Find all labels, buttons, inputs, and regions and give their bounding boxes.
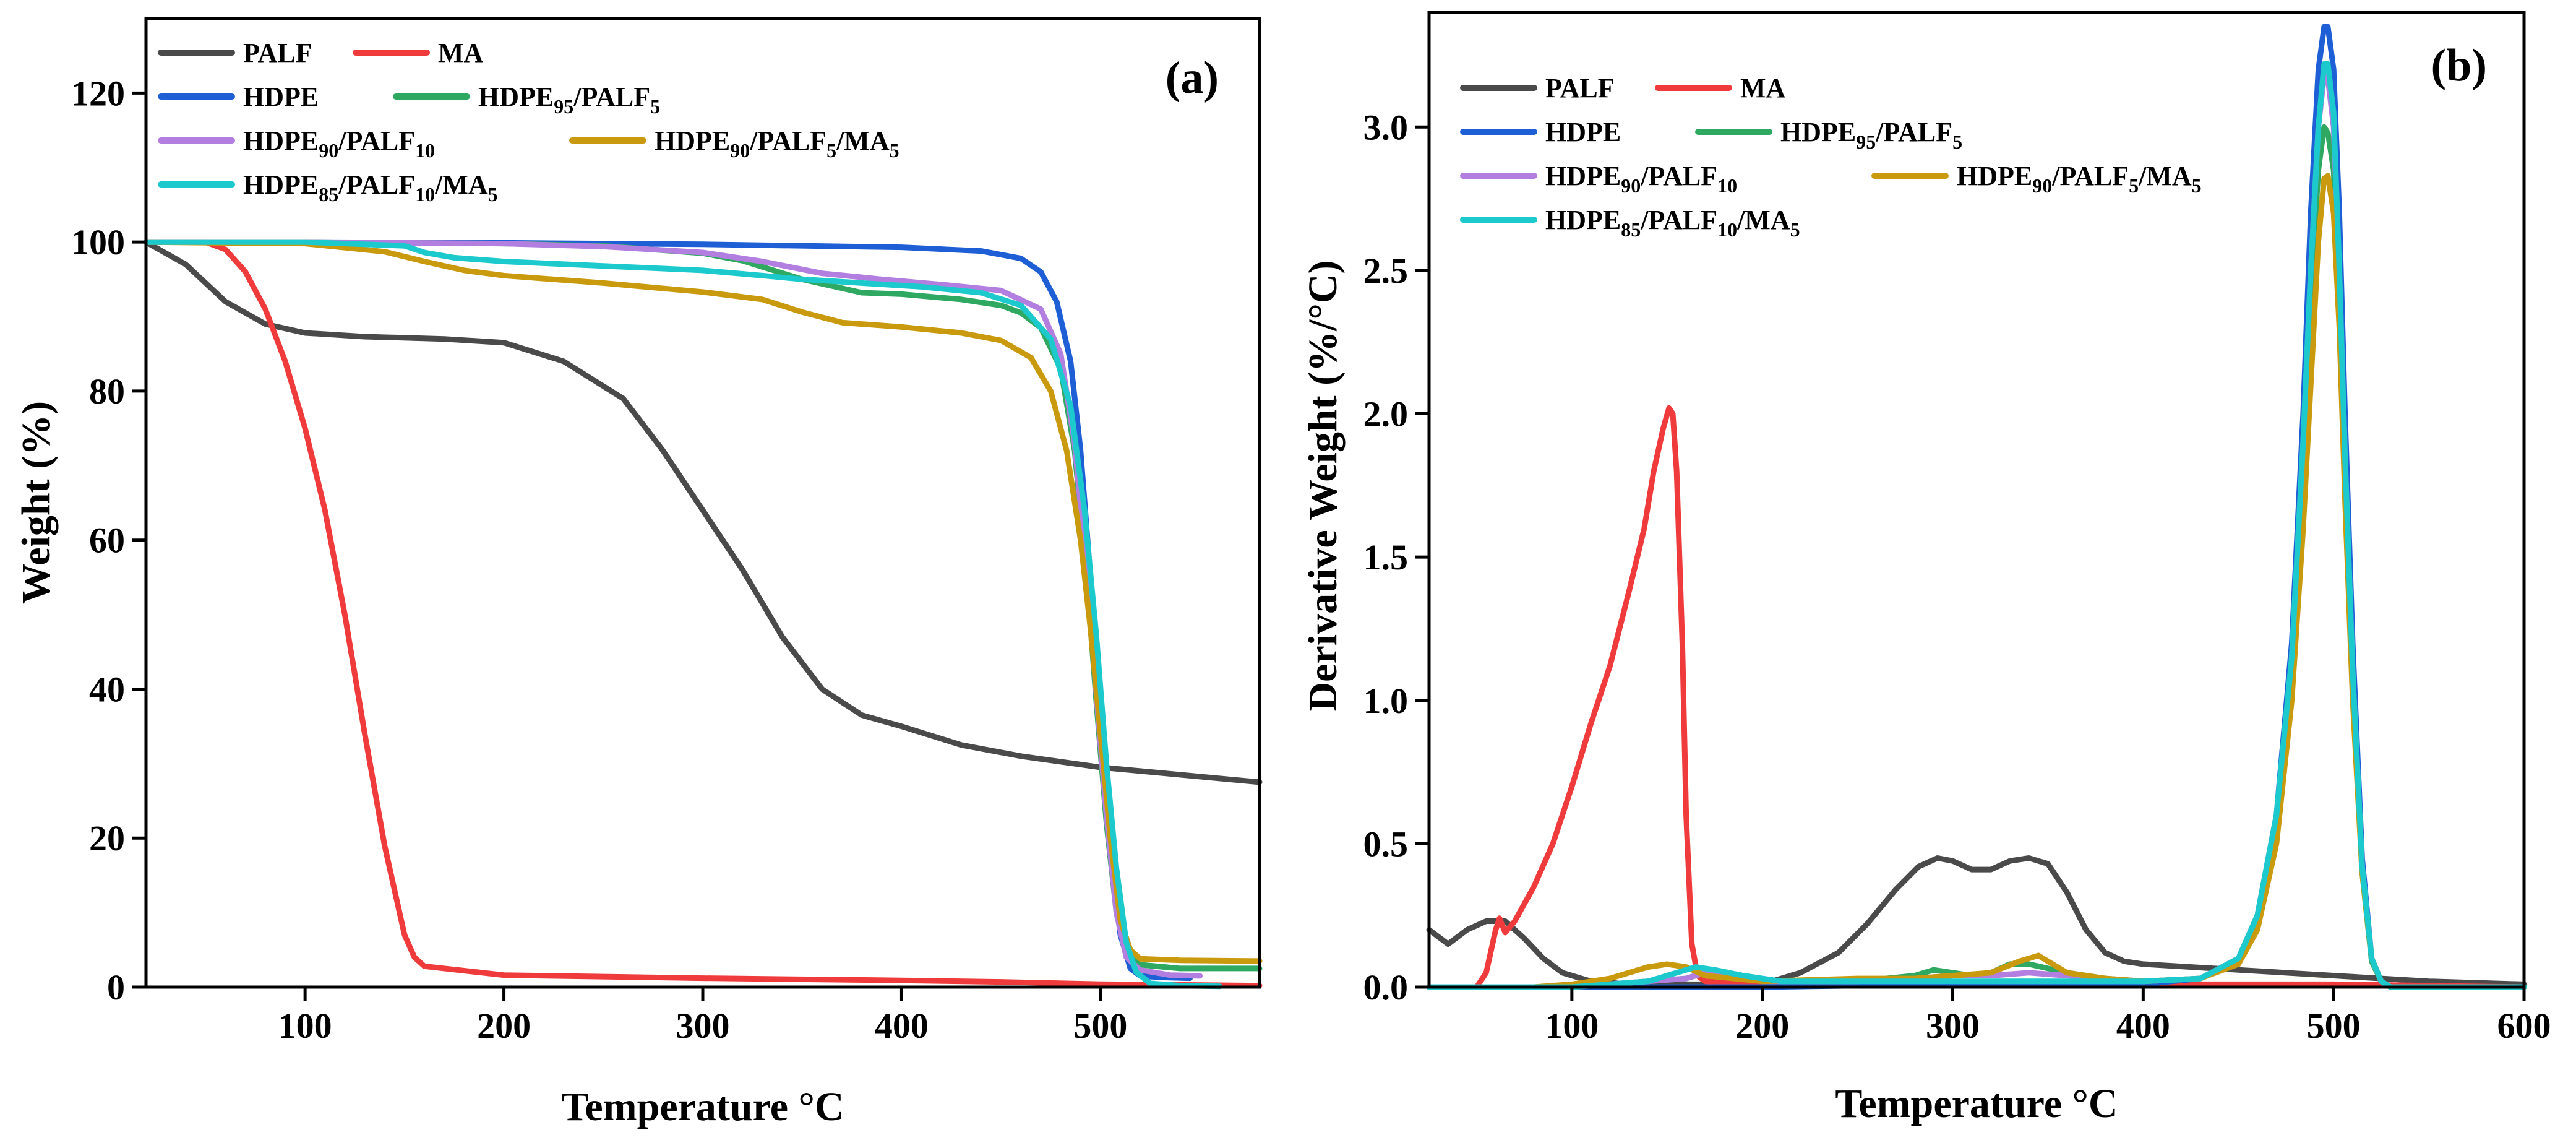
legend-item-palf: PALF <box>1460 73 1615 103</box>
series-line-hdpe85-palf10-ma5 <box>1426 61 2527 990</box>
panel-a-ticks: 100 200 300 400 500 0 20 40 60 80 100 120 <box>71 73 1127 1046</box>
y-tick-label: 20 <box>89 818 125 858</box>
legend-label: MA <box>1740 73 1786 103</box>
series-line-ma <box>1426 405 2527 990</box>
x-tick-label: 100 <box>278 1006 332 1046</box>
legend-label: HDPE90/PALF5/MA5 <box>655 126 899 162</box>
panel-a-series-group <box>143 239 1263 990</box>
panel-b-ticks: 100 200 300 400 500 600 0.0 0.5 1.0 1.5 2.0 2.5 3.0 <box>1363 107 2551 1046</box>
series-line-hdpe85-palf10-ma5 <box>143 239 1223 990</box>
series-line-hdpe90-palf10 <box>143 239 1203 979</box>
panel-b-derivative-chart: 100 200 300 400 500 6000.00.51.01.52.02.53.0 … <box>1300 11 2551 1126</box>
legend-label: HDPE85/PALF10/MA5 <box>243 170 498 205</box>
legend-label: PALF <box>243 38 312 68</box>
legend-item-hdpe90-palf10: HDPE90/PALF10 <box>1460 161 1737 197</box>
legend-label: HDPE90/PALF5/MA5 <box>1957 161 2202 197</box>
legend-label: HDPE95/PALF5 <box>478 82 660 118</box>
legend-item-hdpe95-palf5: HDPE95/PALF5 <box>1695 117 1962 153</box>
series-line-ma <box>143 239 1263 989</box>
legend-label: MA <box>438 38 484 68</box>
x-tick-label: 500 <box>1073 1006 1127 1046</box>
panel-a-legend: PALF MA HDPE HDPE95/PALF5 HDPE90/PALF10 HDPE9… <box>158 38 899 205</box>
panel-b-label: (b) <box>2431 40 2487 91</box>
y-tick-label: 3.0 <box>1363 107 1409 147</box>
y-tick-label: 100 <box>71 222 125 262</box>
y-tick-label: 40 <box>89 669 125 709</box>
legend-label: HDPE95/PALF5 <box>1780 117 1962 153</box>
panel-a-y-axis-title: Weight (%) <box>14 401 59 604</box>
x-tick-label: 100 <box>1545 1006 1599 1046</box>
legend-item-palf: PALF <box>158 38 312 68</box>
legend-item-hdpe85-palf10-ma5: HDPE85/PALF10/MA5 <box>1460 205 1800 241</box>
panel-b-frame <box>1427 11 2526 989</box>
x-tick-label: 400 <box>2116 1006 2170 1046</box>
series-line-palf <box>1426 855 2527 987</box>
y-tick-label: 1.5 <box>1363 537 1409 577</box>
y-tick-label: 1.0 <box>1363 681 1409 721</box>
y-tick-label: 120 <box>71 73 125 113</box>
y-tick-label: 60 <box>89 520 125 561</box>
x-tick-label: 500 <box>2307 1006 2361 1046</box>
legend-item-hdpe: HDPE <box>1460 117 1621 147</box>
series-line-hdpe <box>143 239 1193 982</box>
panel-a-x-axis-title: Temperature °C <box>561 1084 844 1129</box>
y-tick-label: 80 <box>89 371 125 412</box>
panel-a-label: (a) <box>1166 53 1219 103</box>
y-tick-label: 0.5 <box>1363 824 1409 864</box>
x-tick-label: 300 <box>676 1006 730 1046</box>
y-tick-label: 2.0 <box>1363 394 1409 434</box>
legend-item-hdpe95-palf5: HDPE95/PALF5 <box>393 82 660 118</box>
series-line-palf <box>143 239 1263 785</box>
legend-label: HDPE90/PALF10 <box>1545 161 1737 197</box>
legend-item-ma: MA <box>353 38 484 68</box>
panel-a-weight-chart: 100 200 300 400 500 0 20 40 60 80 100 120 (a) Tempe… <box>14 17 1263 1129</box>
legend-label: PALF <box>1545 73 1615 103</box>
legend-item-hdpe90-palf10: HDPE90/PALF10 <box>158 126 435 162</box>
legend-item-hdpe: HDPE <box>158 82 319 112</box>
legend-label: HDPE <box>1545 117 1621 147</box>
x-tick-label: 200 <box>1735 1006 1789 1046</box>
panel-b-legend: PALF MA HDPE HDPE95/PALF5 HDPE90/PALF10 HDPE9… <box>1460 73 2202 241</box>
legend-item-hdpe90-palf5-ma5: HDPE90/PALF5/MA5 <box>1871 161 2202 197</box>
y-tick-label: 2.5 <box>1363 251 1409 291</box>
legend-item-hdpe90-palf5-ma5: HDPE90/PALF5/MA5 <box>569 126 899 162</box>
y-tick-label: 0 <box>107 967 125 1008</box>
panel-b-x-axis-title: Temperature °C <box>1835 1081 2118 1126</box>
legend-label: HDPE85/PALF10/MA5 <box>1545 205 1800 241</box>
legend-label: HDPE90/PALF10 <box>243 126 435 162</box>
panel-b-series-group <box>1426 24 2527 990</box>
panel-a-frame <box>144 17 1261 989</box>
x-tick-label: 200 <box>477 1006 531 1046</box>
x-tick-label: 400 <box>875 1006 929 1046</box>
legend-item-hdpe85-palf10-ma5: HDPE85/PALF10/MA5 <box>158 170 498 205</box>
legend-label: HDPE <box>243 82 319 112</box>
panel-b-y-axis-title: Derivative Weight (%/°C) <box>1300 260 1346 711</box>
x-tick-label: 300 <box>1926 1006 1980 1046</box>
x-tick-label: 600 <box>2497 1006 2551 1046</box>
y-tick-label: 0.0 <box>1363 967 1409 1008</box>
series-line-hdpe90-palf5-ma5 <box>143 239 1263 964</box>
legend-item-ma: MA <box>1655 73 1786 103</box>
